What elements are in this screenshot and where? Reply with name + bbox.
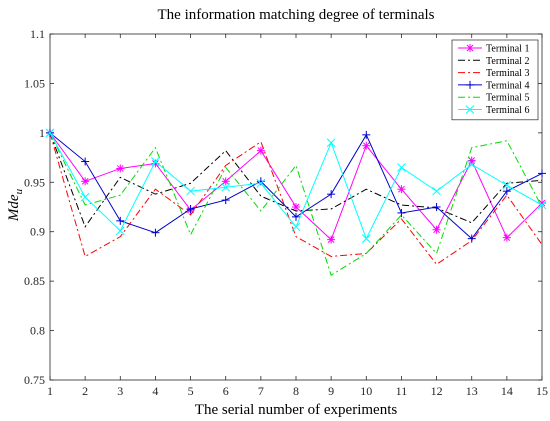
series-line-5 — [49, 132, 543, 276]
series-6-point — [502, 180, 512, 190]
series-4-point — [221, 196, 230, 205]
x-tick-label: 5 — [188, 384, 194, 398]
series-4-point — [362, 130, 371, 139]
chart-title: The information matching degree of termi… — [158, 7, 435, 23]
legend-marker — [466, 80, 474, 89]
series-1-point — [467, 156, 476, 165]
y-tick-label: 1.1 — [30, 27, 45, 41]
y-tick-label: 0.85 — [24, 274, 45, 288]
series-line-2 — [49, 132, 543, 228]
series-4-point — [116, 216, 125, 225]
x-tick-label: 10 — [360, 384, 372, 398]
x-axis-label: The serial number of experiments — [195, 402, 398, 418]
series-6-point — [80, 192, 90, 202]
series-4-point — [432, 203, 441, 211]
x-tick-label: 15 — [536, 384, 548, 398]
series-4-point — [151, 228, 160, 237]
series-4-point — [538, 169, 546, 178]
series-4-point — [292, 212, 300, 221]
x-tick-label: 11 — [396, 384, 408, 398]
legend-entry: Terminal 3 — [486, 68, 529, 79]
series-1-point — [327, 235, 336, 244]
legend-marker — [465, 105, 475, 114]
series-1-point — [502, 233, 511, 242]
legend-entry: Terminal 4 — [486, 80, 529, 91]
x-tick-label: 2 — [82, 384, 88, 398]
series-6-point — [397, 163, 406, 172]
series-1-point — [221, 177, 230, 186]
x-tick-label: 3 — [117, 384, 123, 398]
x-tick-label: 7 — [258, 384, 264, 398]
series-4-point — [327, 190, 336, 199]
series-6-point — [45, 128, 55, 138]
series-6-point — [326, 138, 336, 148]
legend-entry: Terminal 2 — [486, 56, 529, 67]
x-tick-label: 8 — [293, 384, 299, 398]
y-axis-label-main: Mde — [6, 194, 22, 222]
series-1-point — [81, 177, 90, 186]
x-tick-label: 6 — [223, 384, 229, 398]
series-6-point — [151, 157, 160, 166]
series-4-point — [502, 187, 511, 196]
series-6-point — [186, 186, 195, 196]
y-tick-label: 0.75 — [24, 373, 45, 387]
series-6-point — [361, 234, 371, 243]
x-tick-label: 9 — [328, 384, 334, 398]
series-1-point — [362, 141, 371, 150]
legend-entry: Terminal 6 — [486, 105, 529, 116]
series-4-point — [397, 208, 406, 217]
series-line-3 — [49, 132, 543, 266]
legend-entry: Terminal 1 — [486, 44, 529, 55]
series-6-point — [256, 178, 266, 188]
y-axis-label: Mdeu — [6, 188, 25, 222]
legend-entry: Terminal 5 — [486, 93, 529, 104]
y-axis-label-sub: u — [13, 188, 25, 194]
series-1-point — [116, 164, 125, 173]
series-1-point — [432, 225, 441, 234]
x-tick-label: 13 — [466, 384, 478, 398]
x-tick-label: 1 — [47, 384, 53, 398]
y-tick-label: 1 — [39, 126, 45, 140]
series-4-point — [467, 234, 476, 243]
series-1-point — [397, 185, 406, 194]
x-tick-label: 12 — [431, 384, 443, 398]
series-1-point — [256, 146, 265, 155]
series-6-point — [467, 160, 477, 169]
series-6-point — [115, 226, 125, 236]
series-6-point — [221, 182, 231, 192]
series-1-point — [292, 203, 300, 211]
x-tick-label: 4 — [152, 384, 158, 398]
series-6-point — [537, 200, 547, 210]
x-tick-label: 14 — [501, 384, 513, 398]
series-4-point — [81, 157, 90, 166]
y-tick-label: 0.95 — [24, 175, 45, 189]
legend-marker — [466, 44, 474, 52]
series-4-point — [186, 204, 195, 213]
y-tick-label: 0.8 — [30, 324, 45, 338]
y-tick-label: 0.9 — [30, 225, 45, 239]
series-6-point — [291, 222, 301, 232]
series-6-point — [432, 186, 441, 196]
y-tick-label: 1.05 — [24, 76, 45, 90]
